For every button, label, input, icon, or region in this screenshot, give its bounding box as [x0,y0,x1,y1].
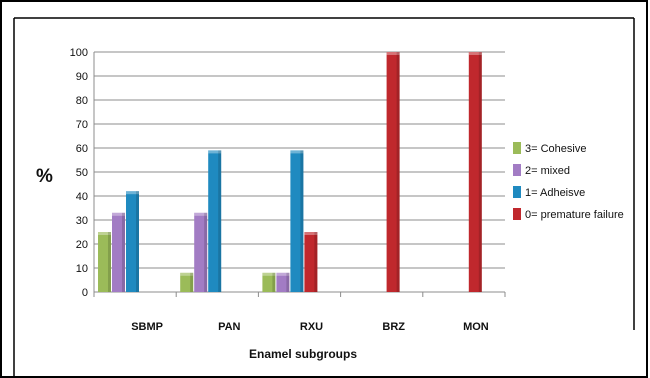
y-axis-label: % [36,166,53,187]
legend-item: 0= premature failure [513,208,624,221]
category-labels: SBMP PAN RXU BRZ MON [131,321,489,333]
bar-body [262,272,276,292]
x-axis-label: Enamel subgroups [249,347,357,361]
y-tick-labels: 0 10 20 30 40 50 60 70 80 90 100 [70,47,88,299]
bar-top-highlight [276,272,290,276]
bar-top-highlight [98,232,111,235]
category-label: PAN [218,321,240,333]
bar-side-shade [136,191,139,292]
y-tick-label: 90 [76,71,88,83]
y-tick-label: 50 [76,167,88,179]
bar-side-shade [108,232,111,292]
legend-label: 2= mixed [525,165,570,177]
bar-body [112,212,125,292]
bar-top-highlight [126,191,139,195]
bars [98,52,482,292]
y-tick-label: 40 [76,191,88,203]
y-tick-label: 0 [82,287,88,299]
bar [468,52,482,292]
bar-side-shade [314,232,318,292]
bar-body [194,212,208,292]
y-tick-label: 10 [76,263,88,275]
bar-side-shade [218,150,222,292]
legend-swatch [513,142,521,154]
bar-side-shade [286,272,290,292]
legend-swatch [513,208,521,220]
bar-top-highlight [304,232,318,235]
bar-body [468,52,482,292]
bar [208,150,222,292]
legend-swatch [513,186,521,198]
bar-side-shade [204,212,208,292]
bar-body [126,191,139,292]
bar [126,191,139,292]
category-label: SBMP [131,321,163,333]
bar-body [290,150,304,292]
legend-swatch [513,164,521,176]
bar-body [386,52,400,292]
bar-side-shade [300,150,304,292]
grid-lines [93,51,506,297]
bar-top-highlight [386,52,400,55]
y-tick-label: 20 [76,239,88,251]
bar-top-highlight [468,52,482,55]
legend-item: 3= Cohesive [513,142,586,155]
bar-top-highlight [194,212,208,216]
bar-body [276,272,290,292]
bar-side-shade [396,52,400,292]
bar [290,150,304,292]
bar-top-highlight [290,150,304,154]
bar-side-shade [122,212,125,292]
legend-label: 3= Cohesive [525,143,586,155]
bar-side-shade [190,272,194,292]
bar-body [208,150,222,292]
category-label: RXU [300,321,323,333]
bar [180,272,194,292]
y-tick-label: 80 [76,95,88,107]
bar [262,272,276,292]
category-label: MON [463,321,489,333]
bar-body [180,272,194,292]
legend-label: 1= Adheisve [525,187,585,199]
bar-side-shade [478,52,482,292]
bar [194,212,208,292]
bar-body [304,232,318,292]
bar [304,232,318,292]
y-tick-label: 30 [76,215,88,227]
category-label: BRZ [382,321,405,333]
bar-top-highlight [208,150,222,154]
bar-top-highlight [112,212,125,216]
legend: 3= Cohesive 2= mixed 1= Adheisve 0= prematu… [513,142,624,221]
y-tick-label: 100 [70,47,88,59]
y-tick-label: 60 [76,143,88,155]
bar [386,52,400,292]
legend-item: 2= mixed [513,164,570,177]
bar [112,212,125,292]
bar [98,232,111,292]
bar-top-highlight [180,272,194,276]
bar-top-highlight [262,272,276,276]
bar-side-shade [272,272,276,292]
legend-item: 1= Adheisve [513,186,585,199]
y-tick-label: 70 [76,119,88,131]
legend-label: 0= premature failure [525,209,624,221]
bar [276,272,290,292]
bar-body [98,232,111,292]
